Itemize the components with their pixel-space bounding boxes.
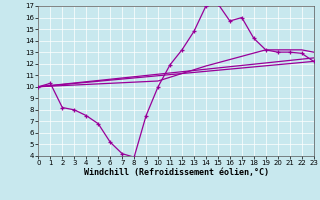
X-axis label: Windchill (Refroidissement éolien,°C): Windchill (Refroidissement éolien,°C) [84, 168, 268, 177]
